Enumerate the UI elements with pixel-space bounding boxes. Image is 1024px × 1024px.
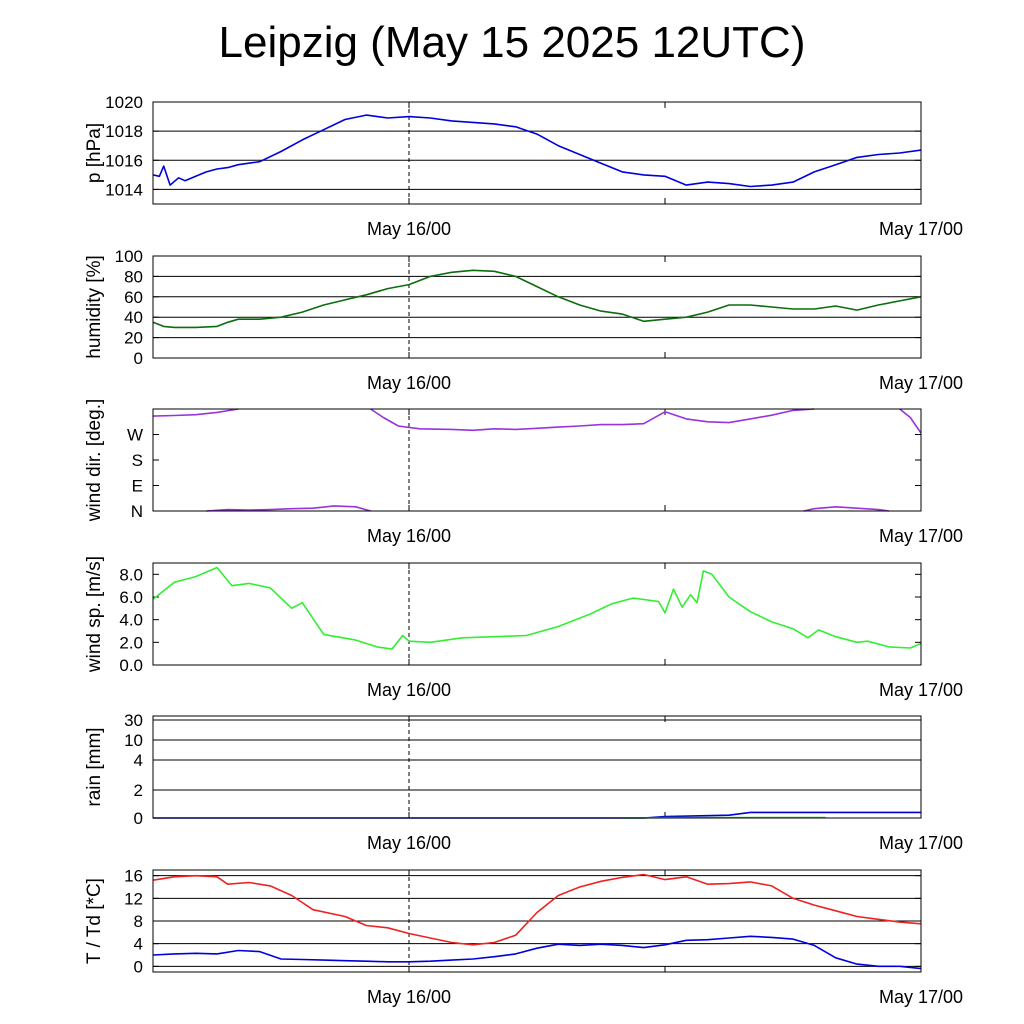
wind-speed-y-tick-label: 6.0 (119, 588, 143, 607)
rain-y-tick-label: 2 (134, 781, 143, 800)
humidity-y-tick-label: 80 (124, 267, 143, 286)
humidity-series-line (152, 269, 922, 329)
wind-direction-y-tick-label: S (132, 451, 143, 470)
wind-direction-series-line (899, 408, 922, 434)
pressure-series-line (152, 114, 922, 188)
rain-y-tick-label: 10 (124, 731, 143, 750)
wind-direction-y-tick-label: N (131, 502, 143, 521)
rain-y-tick-label: 4 (134, 751, 143, 770)
rain-x-tick-label: May 16/00 (367, 833, 451, 853)
humidity-x-tick-label: May 17/00 (879, 373, 963, 393)
rain-x-tick-label: May 17/00 (879, 833, 963, 853)
wind-speed-y-tick-label: 4.0 (119, 611, 143, 630)
wind-speed-frame (152, 562, 922, 666)
temperature-x-tick-label: May 17/00 (879, 987, 963, 1007)
pressure-y-tick-label: 1014 (105, 180, 143, 199)
wind-speed-panel: 0.0 2.0 4.0 6.0 8.0 wind sp. [m/s] May 16/00 Ma… (84, 556, 963, 700)
wind-speed-y-tick-label: 0.0 (119, 656, 143, 675)
wind-direction-y-axis-label: wind dir. [deg.] (84, 399, 105, 523)
wind-direction-series-line (370, 408, 815, 432)
temperature-series-line (152, 873, 922, 946)
wind-speed-y-axis-label: wind sp. [m/s] (84, 556, 105, 673)
rain-y-axis-label: rain [mm] (84, 727, 105, 806)
temperature-series-line (152, 935, 922, 970)
rain-y-tick-label: 0 (134, 809, 143, 828)
humidity-x-tick-label: May 16/00 (367, 373, 451, 393)
pressure-x-tick-label: May 16/00 (367, 219, 451, 239)
pressure-y-tick-label: 1018 (105, 122, 143, 141)
temperature-y-tick-label: 0 (134, 957, 143, 976)
wind-direction-series-line (206, 505, 371, 512)
temperature-y-tick-label: 12 (124, 889, 143, 908)
wind-direction-y-tick-label: E (132, 477, 143, 496)
wind-direction-frame (152, 408, 922, 512)
wind-speed-x-tick-label: May 17/00 (879, 680, 963, 700)
humidity-y-tick-label: 40 (124, 308, 143, 327)
temperature-panel: 0 4 8 12 16 T / Td [*C] May 16/00 May 17/00 (84, 867, 963, 1007)
pressure-frame (152, 101, 922, 205)
wind-speed-x-tick-label: May 16/00 (367, 680, 451, 700)
temperature-x-tick-label: May 16/00 (367, 987, 451, 1007)
temperature-y-axis-label: T / Td [*C] (84, 878, 105, 964)
humidity-y-tick-label: 20 (124, 329, 143, 348)
temperature-frame (152, 869, 922, 973)
temperature-y-tick-label: 8 (134, 912, 143, 931)
humidity-y-tick-label: 60 (124, 288, 143, 307)
wind-direction-y-tick-label: W (127, 426, 143, 445)
wind-direction-x-tick-label: May 17/00 (879, 526, 963, 546)
humidity-y-axis-label: humidity [%] (84, 255, 105, 358)
wind-speed-series-line (152, 566, 922, 650)
pressure-x-tick-label: May 17/00 (879, 219, 963, 239)
rain-y-tick-label: 30 (124, 711, 143, 730)
pressure-y-tick-label: 1020 (105, 93, 143, 112)
humidity-frame (152, 255, 922, 359)
temperature-y-tick-label: 16 (124, 867, 143, 886)
humidity-y-tick-label: 0 (134, 349, 143, 368)
wind-speed-y-tick-label: 8.0 (119, 565, 143, 584)
wind-speed-y-tick-label: 2.0 (119, 633, 143, 652)
wind-direction-series-line (152, 408, 239, 417)
wind-direction-x-tick-label: May 16/00 (367, 526, 451, 546)
pressure-y-axis-label: p [hPa] (84, 123, 105, 183)
rain-frame (152, 715, 922, 819)
pressure-y-tick-label: 1016 (105, 151, 143, 170)
temperature-y-tick-label: 4 (134, 935, 143, 954)
chart-title: Leipzig (May 15 2025 12UTC) (218, 18, 806, 67)
humidity-y-tick-label: 100 (115, 247, 143, 266)
wind-direction-series-line (803, 506, 890, 512)
